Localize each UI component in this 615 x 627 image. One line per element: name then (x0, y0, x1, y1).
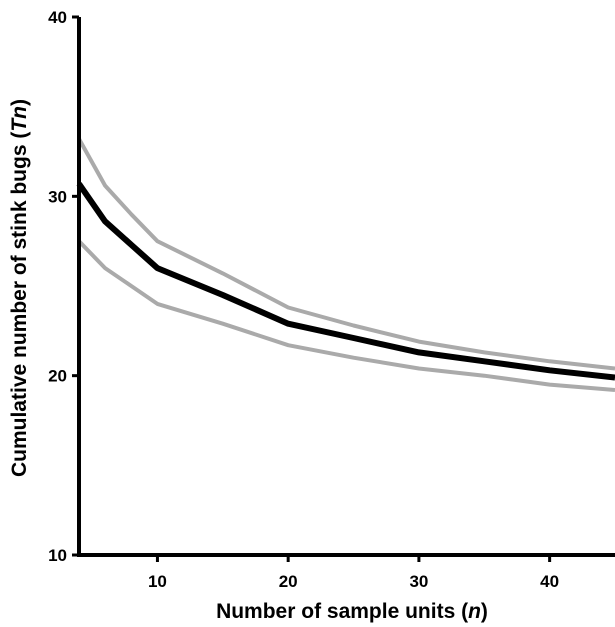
y-tick-label: 10 (48, 546, 67, 565)
y-axis-title-variable: Tn (8, 106, 31, 132)
series-line-lower (77, 239, 615, 392)
x-tick-label: 30 (409, 572, 428, 591)
ticks-layer: 10 20 30 40 10 20 30 40 (48, 8, 559, 591)
x-axis-title: Number of sample units (n) (216, 600, 488, 623)
series-layer (76, 137, 615, 392)
y-tick-label: 20 (48, 367, 67, 386)
y-axis-title: Cumulative number of stink bugs (Tn) (8, 99, 31, 477)
series-line-stop-line (76, 182, 615, 381)
x-tick-label: 40 (540, 572, 559, 591)
x-tick-label: 10 (148, 572, 167, 591)
x-tick-label: 20 (279, 572, 298, 591)
axes-layer (77, 17, 615, 557)
x-axis-title-variable: n (468, 600, 481, 623)
series-line-upper (77, 137, 615, 371)
y-tick-label: 30 (48, 187, 67, 206)
y-tick-label: 40 (48, 8, 67, 27)
